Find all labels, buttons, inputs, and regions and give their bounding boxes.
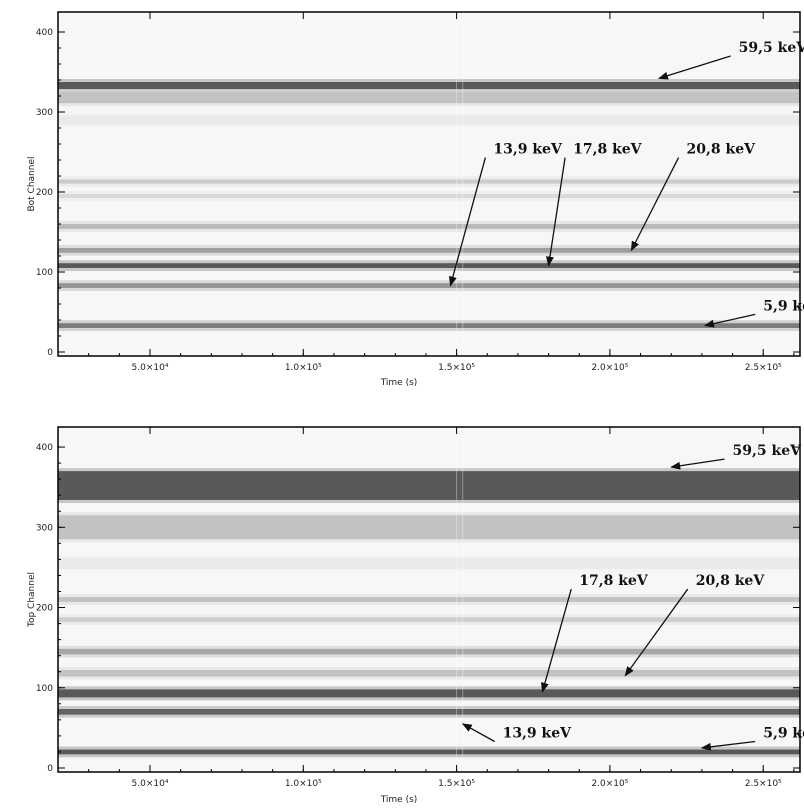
y-tick-label: 400	[36, 28, 53, 38]
spectral-band-halo	[58, 280, 800, 291]
spectral-band-halo	[58, 594, 800, 605]
spectral-band-halo	[58, 176, 800, 187]
annotation-label: 59,5 keV	[739, 40, 804, 56]
spectral-band-halo	[58, 667, 800, 680]
spectral-band-halo	[58, 554, 800, 573]
spectral-band-halo	[58, 706, 800, 718]
y-axis-label: Bot Channel	[27, 156, 37, 211]
spectral-band-halo	[58, 468, 800, 504]
y-tick-label: 100	[36, 684, 53, 694]
spectral-band-halo	[58, 614, 800, 625]
spectral-band-halo	[58, 686, 800, 701]
spectral-band-halo	[58, 89, 800, 107]
annotation-arrow	[448, 157, 487, 287]
spectral-band-halo	[58, 112, 800, 128]
spectral-band-halo	[58, 245, 800, 256]
spectral-band-halo	[58, 79, 800, 93]
x-tick-label: 5.0×10⁴	[132, 779, 169, 789]
x-tick-label: 2.0×10⁵	[591, 779, 628, 789]
annotation-arrow	[541, 588, 572, 693]
x-axis-label: Time (s)	[380, 795, 418, 805]
annotation-label: 20,8 keV	[696, 573, 766, 589]
annotation-label: 13,9 keV	[503, 726, 573, 742]
x-tick-label: 1.5×10⁵	[438, 363, 475, 373]
plot-frame	[57, 426, 801, 773]
x-tick-label: 1.0×10⁵	[285, 363, 322, 373]
y-tick-label: 100	[36, 268, 53, 278]
y-tick-label: 400	[36, 443, 53, 453]
y-tick-label: 300	[36, 108, 53, 118]
plot-frame	[57, 11, 801, 357]
annotation-arrow	[545, 157, 566, 267]
spectral-band-halo	[58, 191, 800, 201]
spectral-band-halo	[58, 320, 800, 331]
x-axis-label: Time (s)	[380, 378, 418, 388]
annotation-label: 13,9 keV	[493, 142, 563, 158]
x-tick-label: 1.0×10⁵	[285, 779, 322, 789]
annotation-arrow	[658, 55, 731, 80]
x-tick-label: 2.5×10⁵	[745, 363, 782, 373]
x-tick-label: 2.0×10⁵	[591, 363, 628, 373]
annotation-arrow	[670, 458, 725, 470]
annotation-label: 17,8 keV	[579, 573, 649, 589]
annotation-label: 20,8 keV	[687, 142, 757, 158]
annotation-arrow	[703, 313, 756, 328]
y-tick-label: 300	[36, 523, 53, 533]
spectral-band-halo	[58, 746, 800, 758]
y-tick-label: 200	[36, 604, 53, 614]
x-tick-label: 1.5×10⁵	[438, 779, 475, 789]
spectral-band-halo	[58, 512, 800, 543]
panel-bottom-detector: 5.0×10⁴ 1.0×10⁵ 1.5×10⁵ 2.0×10⁵ 2.5×10⁵ 0 100 2…	[27, 11, 804, 388]
y-tick-label: 200	[36, 188, 53, 198]
annotation-label: 17,8 keV	[573, 142, 643, 158]
x-tick-label: 2.5×10⁵	[745, 779, 782, 789]
annotation-arrow	[624, 588, 689, 677]
spectral-band-halo	[58, 260, 800, 271]
x-tick-label: 5.0×10⁴	[132, 363, 169, 373]
y-tick-label: 0	[47, 764, 53, 774]
annotation-arrow	[461, 723, 495, 743]
annotation-arrow	[630, 157, 680, 252]
spectral-band-halo	[58, 221, 800, 232]
annotation-label: 5,9 keV	[763, 726, 804, 742]
annotation-label: 59,5 keV	[733, 443, 803, 459]
y-axis-label: Top Channel	[27, 572, 37, 628]
annotation-arrow	[700, 740, 756, 751]
spectral-band-halo	[58, 645, 800, 658]
bands	[58, 427, 800, 772]
y-tick-label: 0	[47, 348, 53, 358]
annotation-label: 5,9 keV	[763, 298, 804, 314]
bands	[58, 12, 800, 356]
panel-top-detector: 5.0×10⁴ 1.0×10⁵ 1.5×10⁵ 2.0×10⁵ 2.5×10⁵ 0 100 2…	[27, 426, 804, 805]
